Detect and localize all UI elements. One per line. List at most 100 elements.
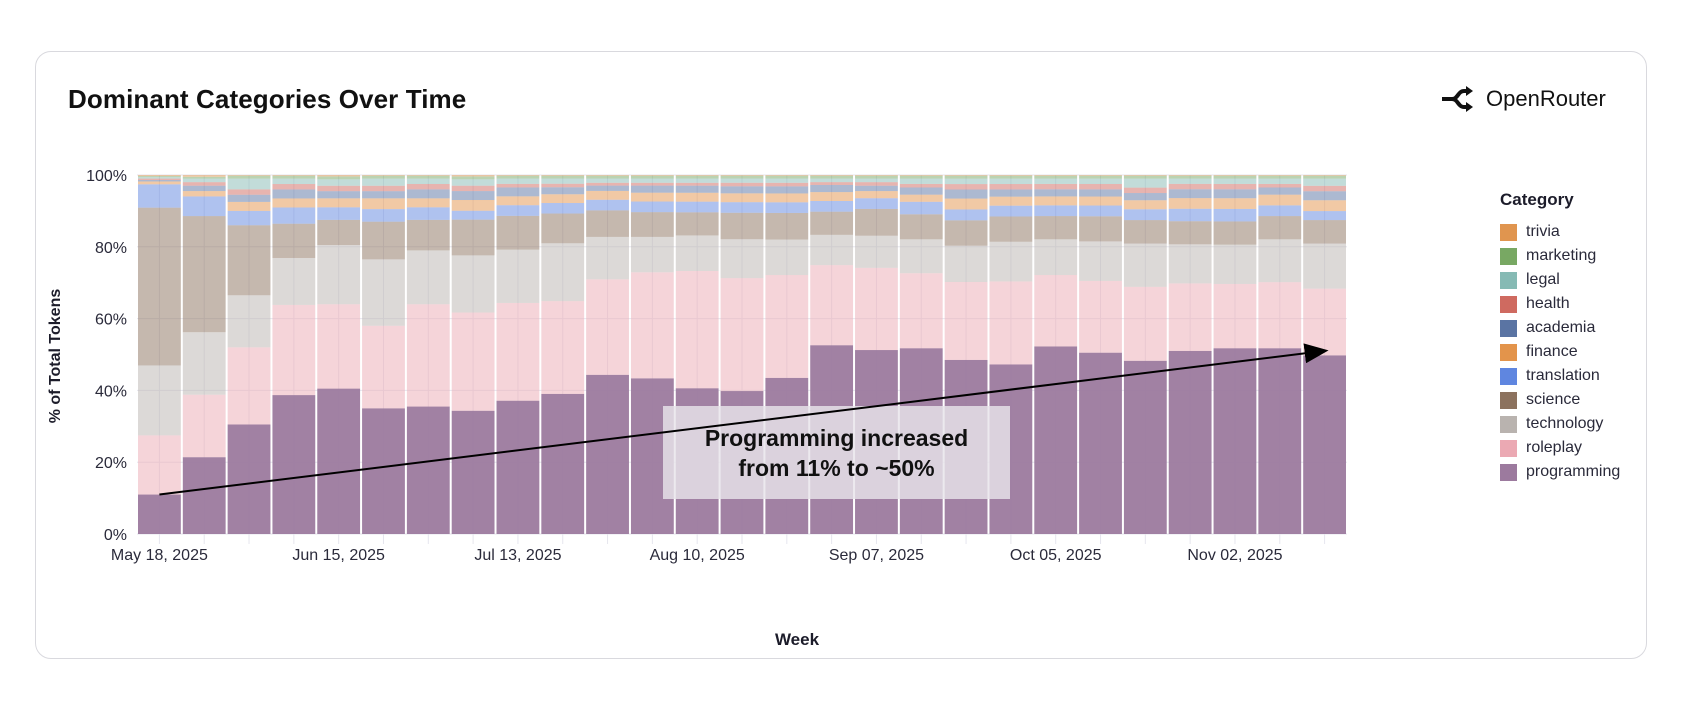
bar-segment-technology[interactable]: [138, 365, 181, 436]
bar-segment-academia[interactable]: [138, 180, 181, 182]
bar-segment-academia[interactable]: [182, 185, 226, 192]
bar-segment-technology[interactable]: [541, 243, 585, 302]
bar-segment-finance[interactable]: [227, 201, 271, 211]
bar-segment-science[interactable]: [1303, 220, 1346, 244]
bar-segment-trivia[interactable]: [272, 175, 316, 176]
bar-segment-finance[interactable]: [765, 193, 809, 203]
bar-segment-academia[interactable]: [720, 186, 764, 194]
bar-segment-science[interactable]: [1123, 220, 1167, 244]
bar-segment-trivia[interactable]: [720, 175, 764, 176]
bar-segment-finance[interactable]: [1034, 196, 1078, 206]
bar-segment-translation[interactable]: [362, 209, 405, 222]
bar-segment-technology[interactable]: [272, 257, 316, 305]
bar-segment-academia[interactable]: [1303, 191, 1346, 201]
legend-item-technology[interactable]: technology: [1500, 412, 1620, 436]
bar-segment-finance[interactable]: [362, 198, 405, 210]
bar-segment-translation[interactable]: [317, 207, 361, 220]
bar-segment-finance[interactable]: [317, 198, 361, 208]
bar-segment-roleplay[interactable]: [541, 301, 585, 394]
bar-segment-health[interactable]: [1258, 183, 1302, 188]
bar-segment-trivia[interactable]: [630, 175, 674, 176]
bar-segment-marketing[interactable]: [451, 176, 495, 180]
bar-segment-health[interactable]: [989, 184, 1033, 190]
bar-segment-academia[interactable]: [451, 191, 495, 201]
bar-segment-health[interactable]: [317, 185, 361, 192]
bar-segment-technology[interactable]: [1079, 241, 1122, 281]
bar-segment-technology[interactable]: [630, 236, 674, 273]
bar-segment-academia[interactable]: [810, 184, 854, 193]
bar-segment-marketing[interactable]: [272, 175, 316, 179]
bar-segment-academia[interactable]: [227, 194, 271, 202]
bar-segment-academia[interactable]: [855, 185, 898, 192]
bar-segment-marketing[interactable]: [182, 176, 226, 179]
bar-segment-legal[interactable]: [586, 178, 629, 183]
bar-segment-academia[interactable]: [1213, 189, 1257, 199]
bar-segment-trivia[interactable]: [1168, 175, 1212, 176]
bar-segment-finance[interactable]: [1123, 200, 1167, 210]
bar-segment-programming[interactable]: [451, 410, 495, 534]
bar-segment-legal[interactable]: [496, 178, 540, 184]
bar-segment-marketing[interactable]: [1168, 175, 1212, 179]
bar-segment-marketing[interactable]: [362, 175, 405, 179]
bar-segment-marketing[interactable]: [675, 175, 719, 179]
bar-segment-technology[interactable]: [1168, 244, 1212, 284]
bar-segment-translation[interactable]: [989, 205, 1033, 217]
bar-segment-science[interactable]: [1258, 216, 1302, 240]
bar-segment-roleplay[interactable]: [1258, 282, 1302, 349]
bar-segment-roleplay[interactable]: [496, 302, 540, 401]
bar-segment-roleplay[interactable]: [810, 265, 854, 346]
bar-segment-health[interactable]: [720, 182, 764, 187]
bar-segment-translation[interactable]: [1213, 208, 1257, 222]
bar-segment-trivia[interactable]: [451, 175, 495, 177]
bar-segment-roleplay[interactable]: [272, 304, 316, 396]
bar-segment-health[interactable]: [630, 182, 674, 186]
bar-segment-marketing[interactable]: [1303, 175, 1346, 179]
bar-segment-academia[interactable]: [675, 185, 719, 193]
bar-segment-translation[interactable]: [1034, 205, 1078, 217]
bar-segment-trivia[interactable]: [496, 175, 540, 176]
bar-segment-finance[interactable]: [272, 198, 316, 208]
bar-segment-legal[interactable]: [810, 178, 854, 183]
legend-item-legal[interactable]: legal: [1500, 268, 1620, 292]
bar-segment-roleplay[interactable]: [138, 435, 181, 495]
bar-segment-trivia[interactable]: [317, 175, 361, 177]
bar-segment-health[interactable]: [227, 189, 271, 195]
bar-segment-science[interactable]: [362, 221, 405, 260]
bar-segment-programming[interactable]: [317, 388, 361, 534]
bar-segment-legal[interactable]: [451, 179, 495, 186]
bar-segment-finance[interactable]: [451, 200, 495, 211]
bar-segment-science[interactable]: [1079, 216, 1122, 242]
bar-segment-trivia[interactable]: [362, 175, 405, 176]
bar-segment-finance[interactable]: [720, 193, 764, 203]
bar-segment-technology[interactable]: [496, 249, 540, 303]
bar-segment-marketing[interactable]: [227, 175, 271, 179]
bar-segment-finance[interactable]: [1258, 194, 1302, 206]
bar-segment-science[interactable]: [810, 211, 854, 235]
bar-segment-roleplay[interactable]: [451, 312, 495, 411]
bar-segment-academia[interactable]: [406, 189, 450, 199]
bar-segment-legal[interactable]: [406, 178, 450, 184]
bar-segment-marketing[interactable]: [496, 175, 540, 179]
bar-segment-science[interactable]: [586, 210, 629, 237]
bar-segment-trivia[interactable]: [182, 175, 226, 177]
bar-segment-trivia[interactable]: [1258, 175, 1302, 176]
legend-item-finance[interactable]: finance: [1500, 340, 1620, 364]
bar-segment-marketing[interactable]: [586, 175, 629, 179]
bar-segment-legal[interactable]: [720, 178, 764, 183]
bar-segment-trivia[interactable]: [899, 175, 943, 176]
bar-segment-translation[interactable]: [810, 200, 854, 212]
bar-segment-academia[interactable]: [899, 187, 943, 195]
bar-segment-science[interactable]: [989, 216, 1033, 242]
bar-segment-programming[interactable]: [1123, 360, 1167, 534]
legend-item-trivia[interactable]: trivia: [1500, 220, 1620, 244]
bar-segment-finance[interactable]: [1079, 196, 1122, 206]
bar-segment-programming[interactable]: [1303, 355, 1346, 534]
bar-segment-academia[interactable]: [1168, 189, 1212, 199]
bar-segment-health[interactable]: [1079, 183, 1122, 190]
legend-item-marketing[interactable]: marketing: [1500, 244, 1620, 268]
bar-segment-translation[interactable]: [451, 210, 495, 220]
bar-segment-translation[interactable]: [1303, 211, 1346, 221]
bar-segment-finance[interactable]: [1303, 200, 1346, 212]
bar-segment-finance[interactable]: [1213, 198, 1257, 209]
bar-segment-academia[interactable]: [541, 187, 585, 195]
